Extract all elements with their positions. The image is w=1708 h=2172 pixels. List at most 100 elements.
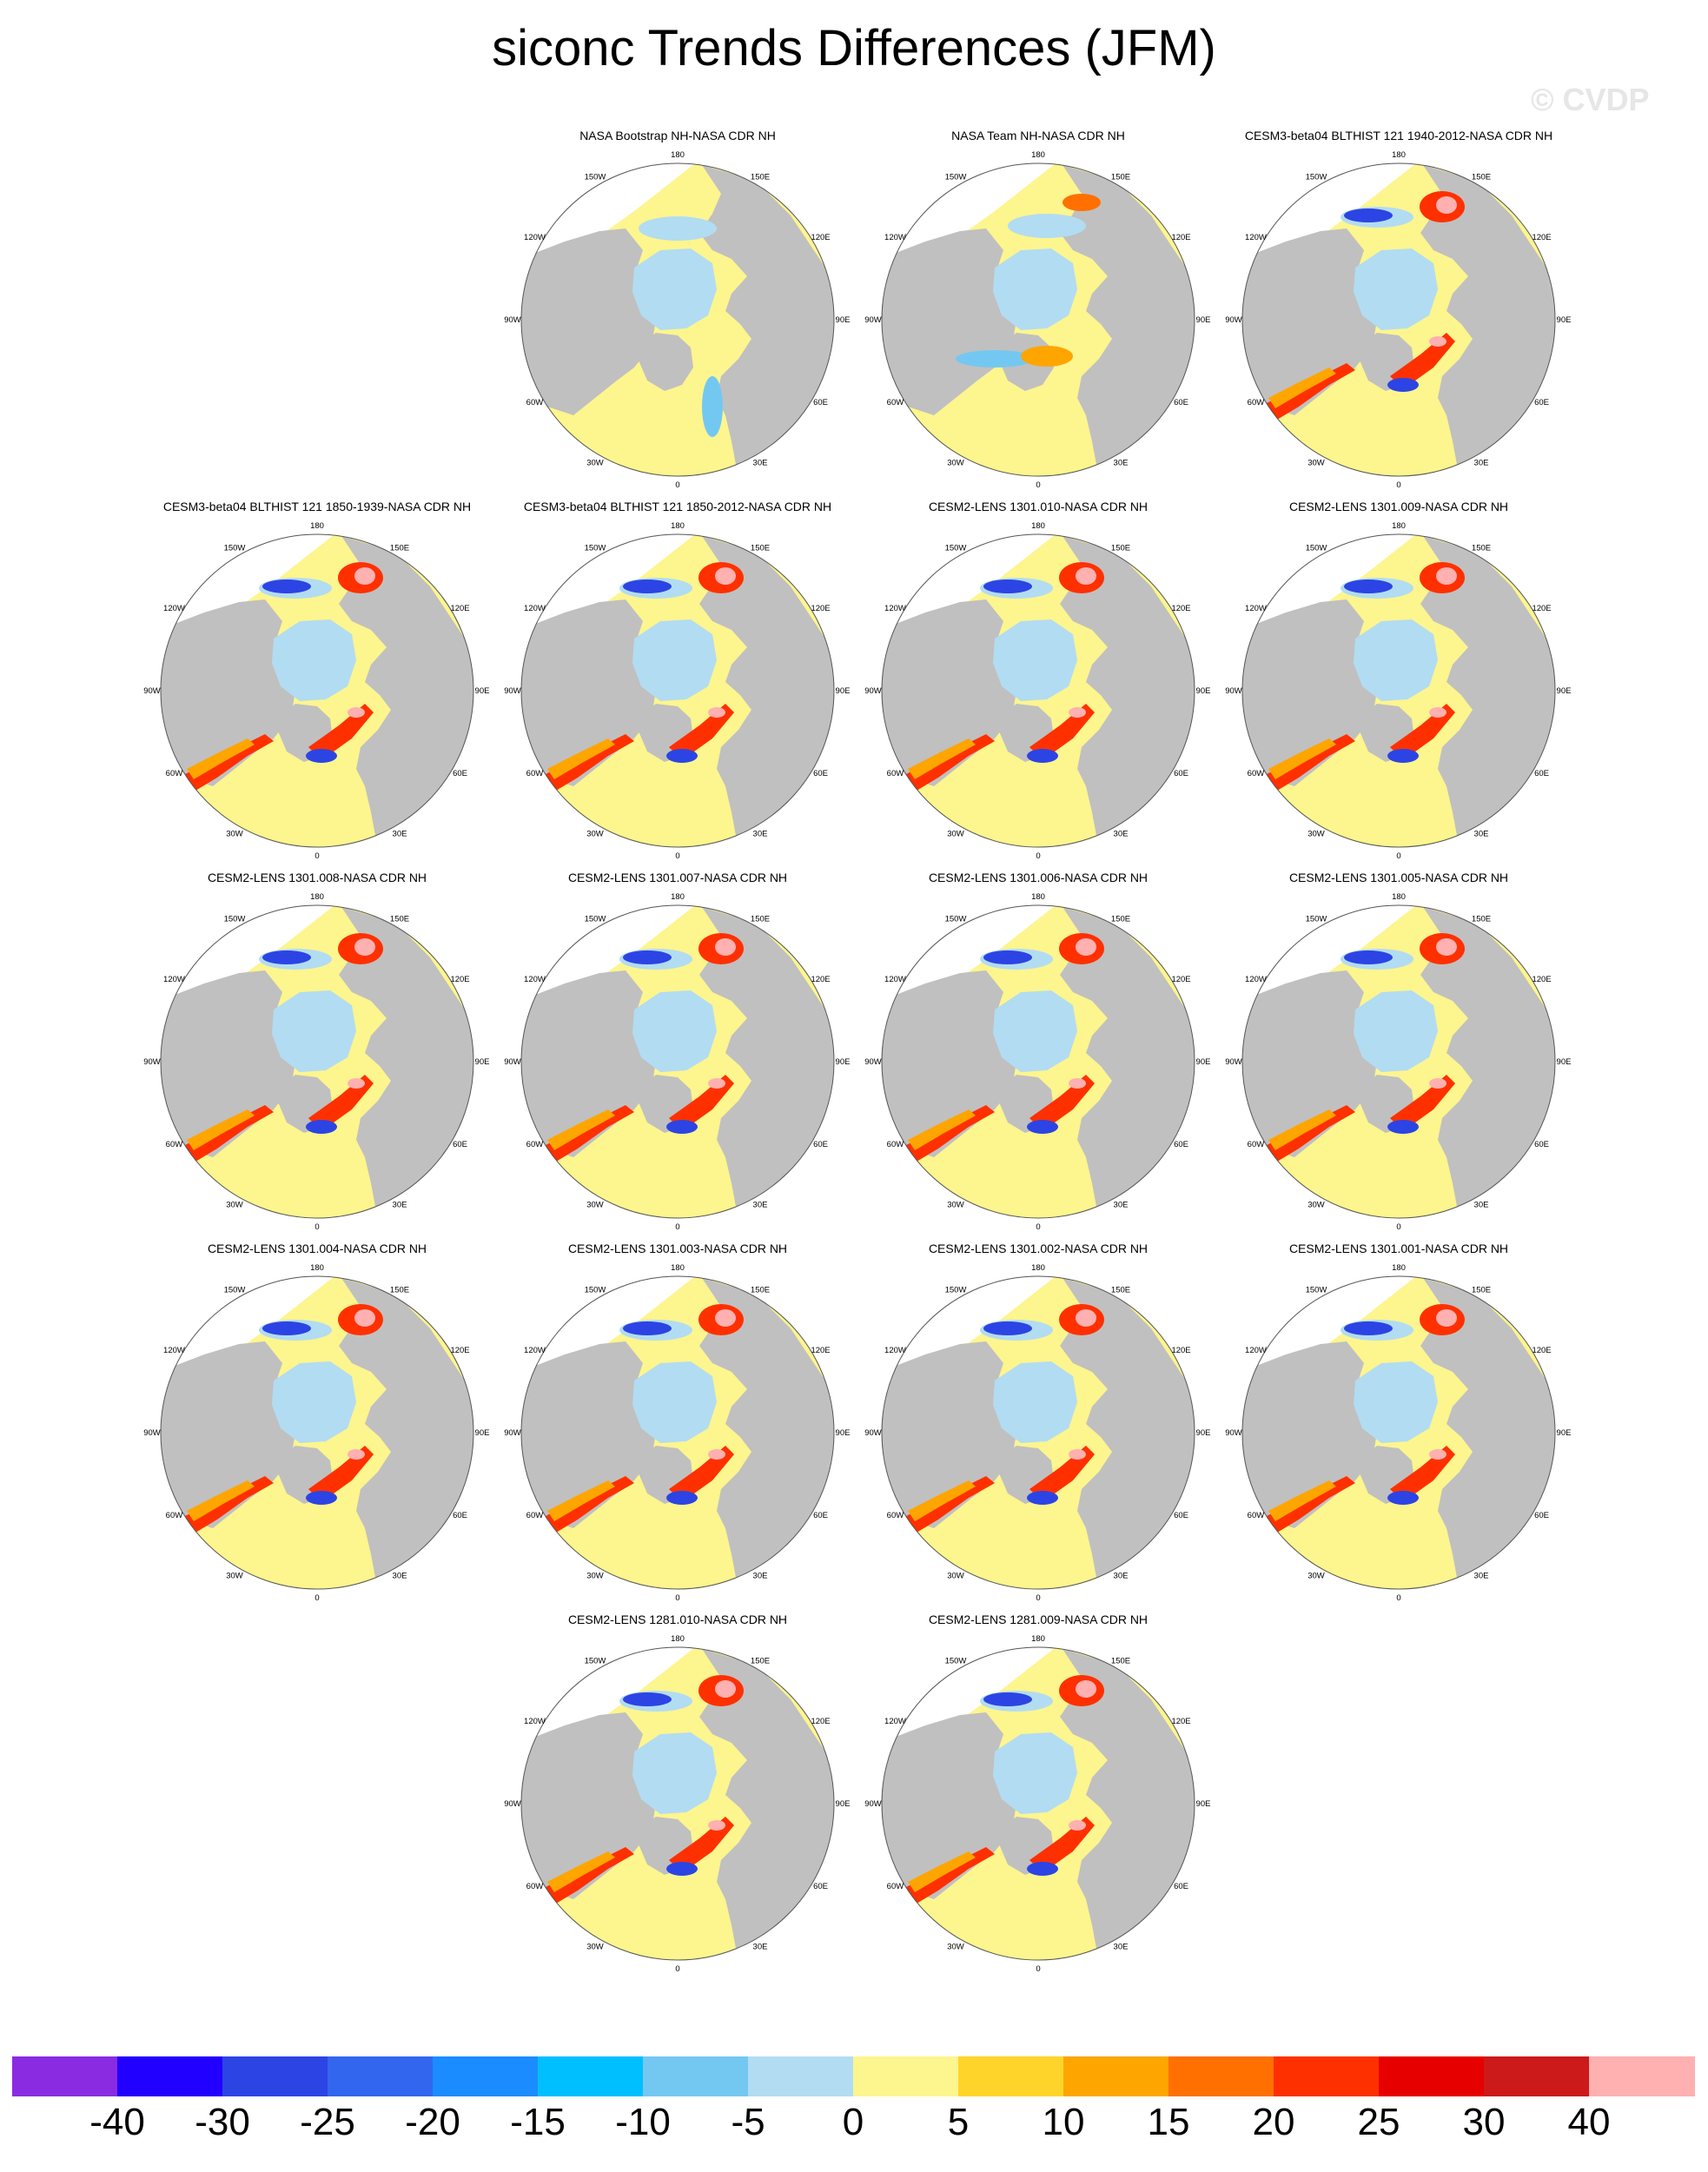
longitude-label: 180 (310, 1263, 324, 1273)
longitude-label: 150W (585, 543, 606, 553)
longitude-label: 150W (945, 543, 967, 553)
longitude-label: 120E (1171, 233, 1190, 242)
longitude-label: 150E (390, 543, 409, 553)
map-panel: CESM2-LENS 1301.008-NASA CDR NH 180 150E 12… (143, 871, 491, 1235)
map-field (1242, 163, 1555, 476)
longitude-label: 180 (1031, 1263, 1045, 1273)
longitude-label: 30W (947, 1572, 964, 1581)
longitude-label: 60E (1534, 769, 1549, 778)
longitude-label: 120E (1171, 604, 1190, 613)
panel-title: CESM2-LENS 1301.005-NASA CDR NH (1288, 871, 1509, 884)
longitude-label: 120E (1532, 604, 1551, 613)
longitude-label: 180 (671, 150, 685, 160)
panel-title: CESM2-LENS 1301.009-NASA CDR NH (1288, 500, 1509, 513)
panel-title: NASA Team NH-NASA CDR NH (951, 129, 1125, 142)
polar-map: 180 150E 120E 90E 60E 30E 0 30W 60W 90W 120W 150W (864, 1263, 1211, 1603)
longitude-label: 30E (1474, 1572, 1489, 1581)
map-panel: CESM2-LENS 1301.010-NASA CDR NH 180 150E 12… (864, 500, 1212, 864)
longitude-label: 30E (393, 830, 407, 839)
longitude-label: 30W (586, 1572, 604, 1581)
longitude-label: 0 (1036, 480, 1040, 490)
longitude-label: 90W (1225, 686, 1242, 696)
longitude-label: 90W (143, 686, 161, 696)
polar-map: 180 150E 120E 90E 60E 30E 0 30W 60W 90W 120W 150W (864, 150, 1210, 490)
map-field (521, 1276, 834, 1589)
map-panel: CESM2-LENS 1301.003-NASA CDR NH 180 150E 12… (504, 1242, 851, 1606)
longitude-label: 60W (526, 1511, 544, 1520)
colorbar-swatch (958, 2056, 1064, 2096)
map-panel: NASA Team NH-NASA CDR NH 180 150E 120E 90E 60… (864, 129, 1212, 493)
longitude-label: 90W (1225, 315, 1242, 325)
longitude-label: 120W (163, 975, 185, 984)
polar-map: 180 150E 120E 90E 60E 30E 0 30W 60W 90W 120W 150W (1225, 892, 1571, 1232)
longitude-label: 150E (1111, 172, 1130, 182)
longitude-label: 60E (453, 1140, 467, 1149)
polar-map: 180 150E 120E 90E 60E 30E 0 30W 60W 90W 120W 150W (143, 1263, 490, 1603)
map-panel: CESM3-beta04 BLTHIST 121 1850-2012-NASA … (504, 500, 851, 864)
longitude-label: 90W (1225, 1057, 1242, 1067)
map-field (521, 1647, 834, 1960)
longitude-label: 0 (314, 1593, 319, 1603)
longitude-label: 90E (1196, 1057, 1211, 1067)
longitude-label: 150W (1306, 1285, 1327, 1295)
longitude-label: 150E (1472, 543, 1491, 553)
map-field (1242, 1276, 1555, 1589)
map-field (521, 905, 834, 1218)
longitude-label: 60E (453, 769, 467, 778)
longitude-label: 90E (475, 1428, 490, 1438)
longitude-label: 120E (1532, 233, 1551, 242)
longitude-label: 150E (1111, 914, 1130, 924)
longitude-label: 60E (1174, 1140, 1188, 1149)
panel-title: CESM2-LENS 1301.007-NASA CDR NH (567, 871, 788, 884)
panel-title: NASA Bootstrap NH-NASA CDR NH (579, 129, 776, 142)
longitude-label: 30E (1114, 830, 1129, 839)
longitude-label: 120E (1171, 1346, 1190, 1355)
map-panel: CESM2-LENS 1301.005-NASA CDR NH 180 150E 12… (1225, 871, 1572, 1235)
longitude-label: 90E (1196, 1428, 1211, 1438)
map-field (882, 905, 1195, 1218)
longitude-label: 90W (864, 1057, 882, 1067)
longitude-label: 60W (166, 1140, 183, 1149)
map-panel: CESM3-beta04 BLTHIST 121 1850-1939-NASA … (143, 500, 491, 864)
longitude-label: 90E (1196, 1799, 1211, 1809)
colorbar-swatch (748, 2056, 854, 2096)
longitude-label: 180 (671, 521, 685, 531)
longitude-label: 60E (453, 1511, 467, 1520)
map-panel: CESM2-LENS 1281.010-NASA CDR NH 180 150E 12… (504, 1612, 851, 1977)
longitude-label: 30E (753, 1572, 768, 1581)
colorbar-label: -15 (510, 2101, 566, 2143)
colorbar-label: -25 (300, 2101, 355, 2143)
longitude-label: 60E (813, 1882, 828, 1891)
longitude-label: 150E (751, 172, 770, 182)
panel-title: CESM2-LENS 1301.001-NASA CDR NH (1288, 1242, 1509, 1255)
longitude-label: 180 (1392, 521, 1406, 531)
longitude-label: 30W (947, 830, 964, 839)
longitude-label: 150E (1472, 172, 1491, 182)
longitude-label: 60W (1248, 398, 1265, 407)
colorbar-label: -10 (615, 2101, 671, 2143)
longitude-label: 120W (524, 975, 546, 984)
longitude-label: 60E (813, 398, 828, 407)
longitude-label: 150W (224, 1285, 246, 1295)
longitude-label: 180 (310, 892, 324, 902)
longitude-label: 120E (811, 1717, 830, 1726)
longitude-label: 30E (393, 1201, 407, 1210)
watermark-logo: © CVDP (1531, 82, 1650, 117)
longitude-label: 120W (884, 975, 906, 984)
longitude-label: 90E (1557, 686, 1572, 696)
map-field (882, 1276, 1195, 1589)
longitude-label: 90W (504, 686, 521, 696)
longitude-label: 120E (811, 975, 830, 984)
longitude-label: 0 (1396, 1593, 1400, 1603)
longitude-label: 120W (1245, 975, 1267, 984)
map-field (161, 1276, 473, 1589)
longitude-label: 120W (163, 604, 185, 613)
longitude-label: 150W (1306, 914, 1327, 924)
panel-title: CESM2-LENS 1301.008-NASA CDR NH (207, 871, 427, 884)
polar-map: 180 150E 120E 90E 60E 30E 0 30W 60W 90W 120W 150W (143, 521, 489, 861)
polar-map: 180 150E 120E 90E 60E 30E 0 30W 60W 90W 120W 150W (504, 521, 850, 861)
colorbar-swatch (1484, 2056, 1590, 2096)
colorbar-label: 25 (1357, 2101, 1400, 2143)
longitude-label: 150W (945, 1285, 967, 1295)
longitude-label: 180 (1392, 150, 1406, 160)
